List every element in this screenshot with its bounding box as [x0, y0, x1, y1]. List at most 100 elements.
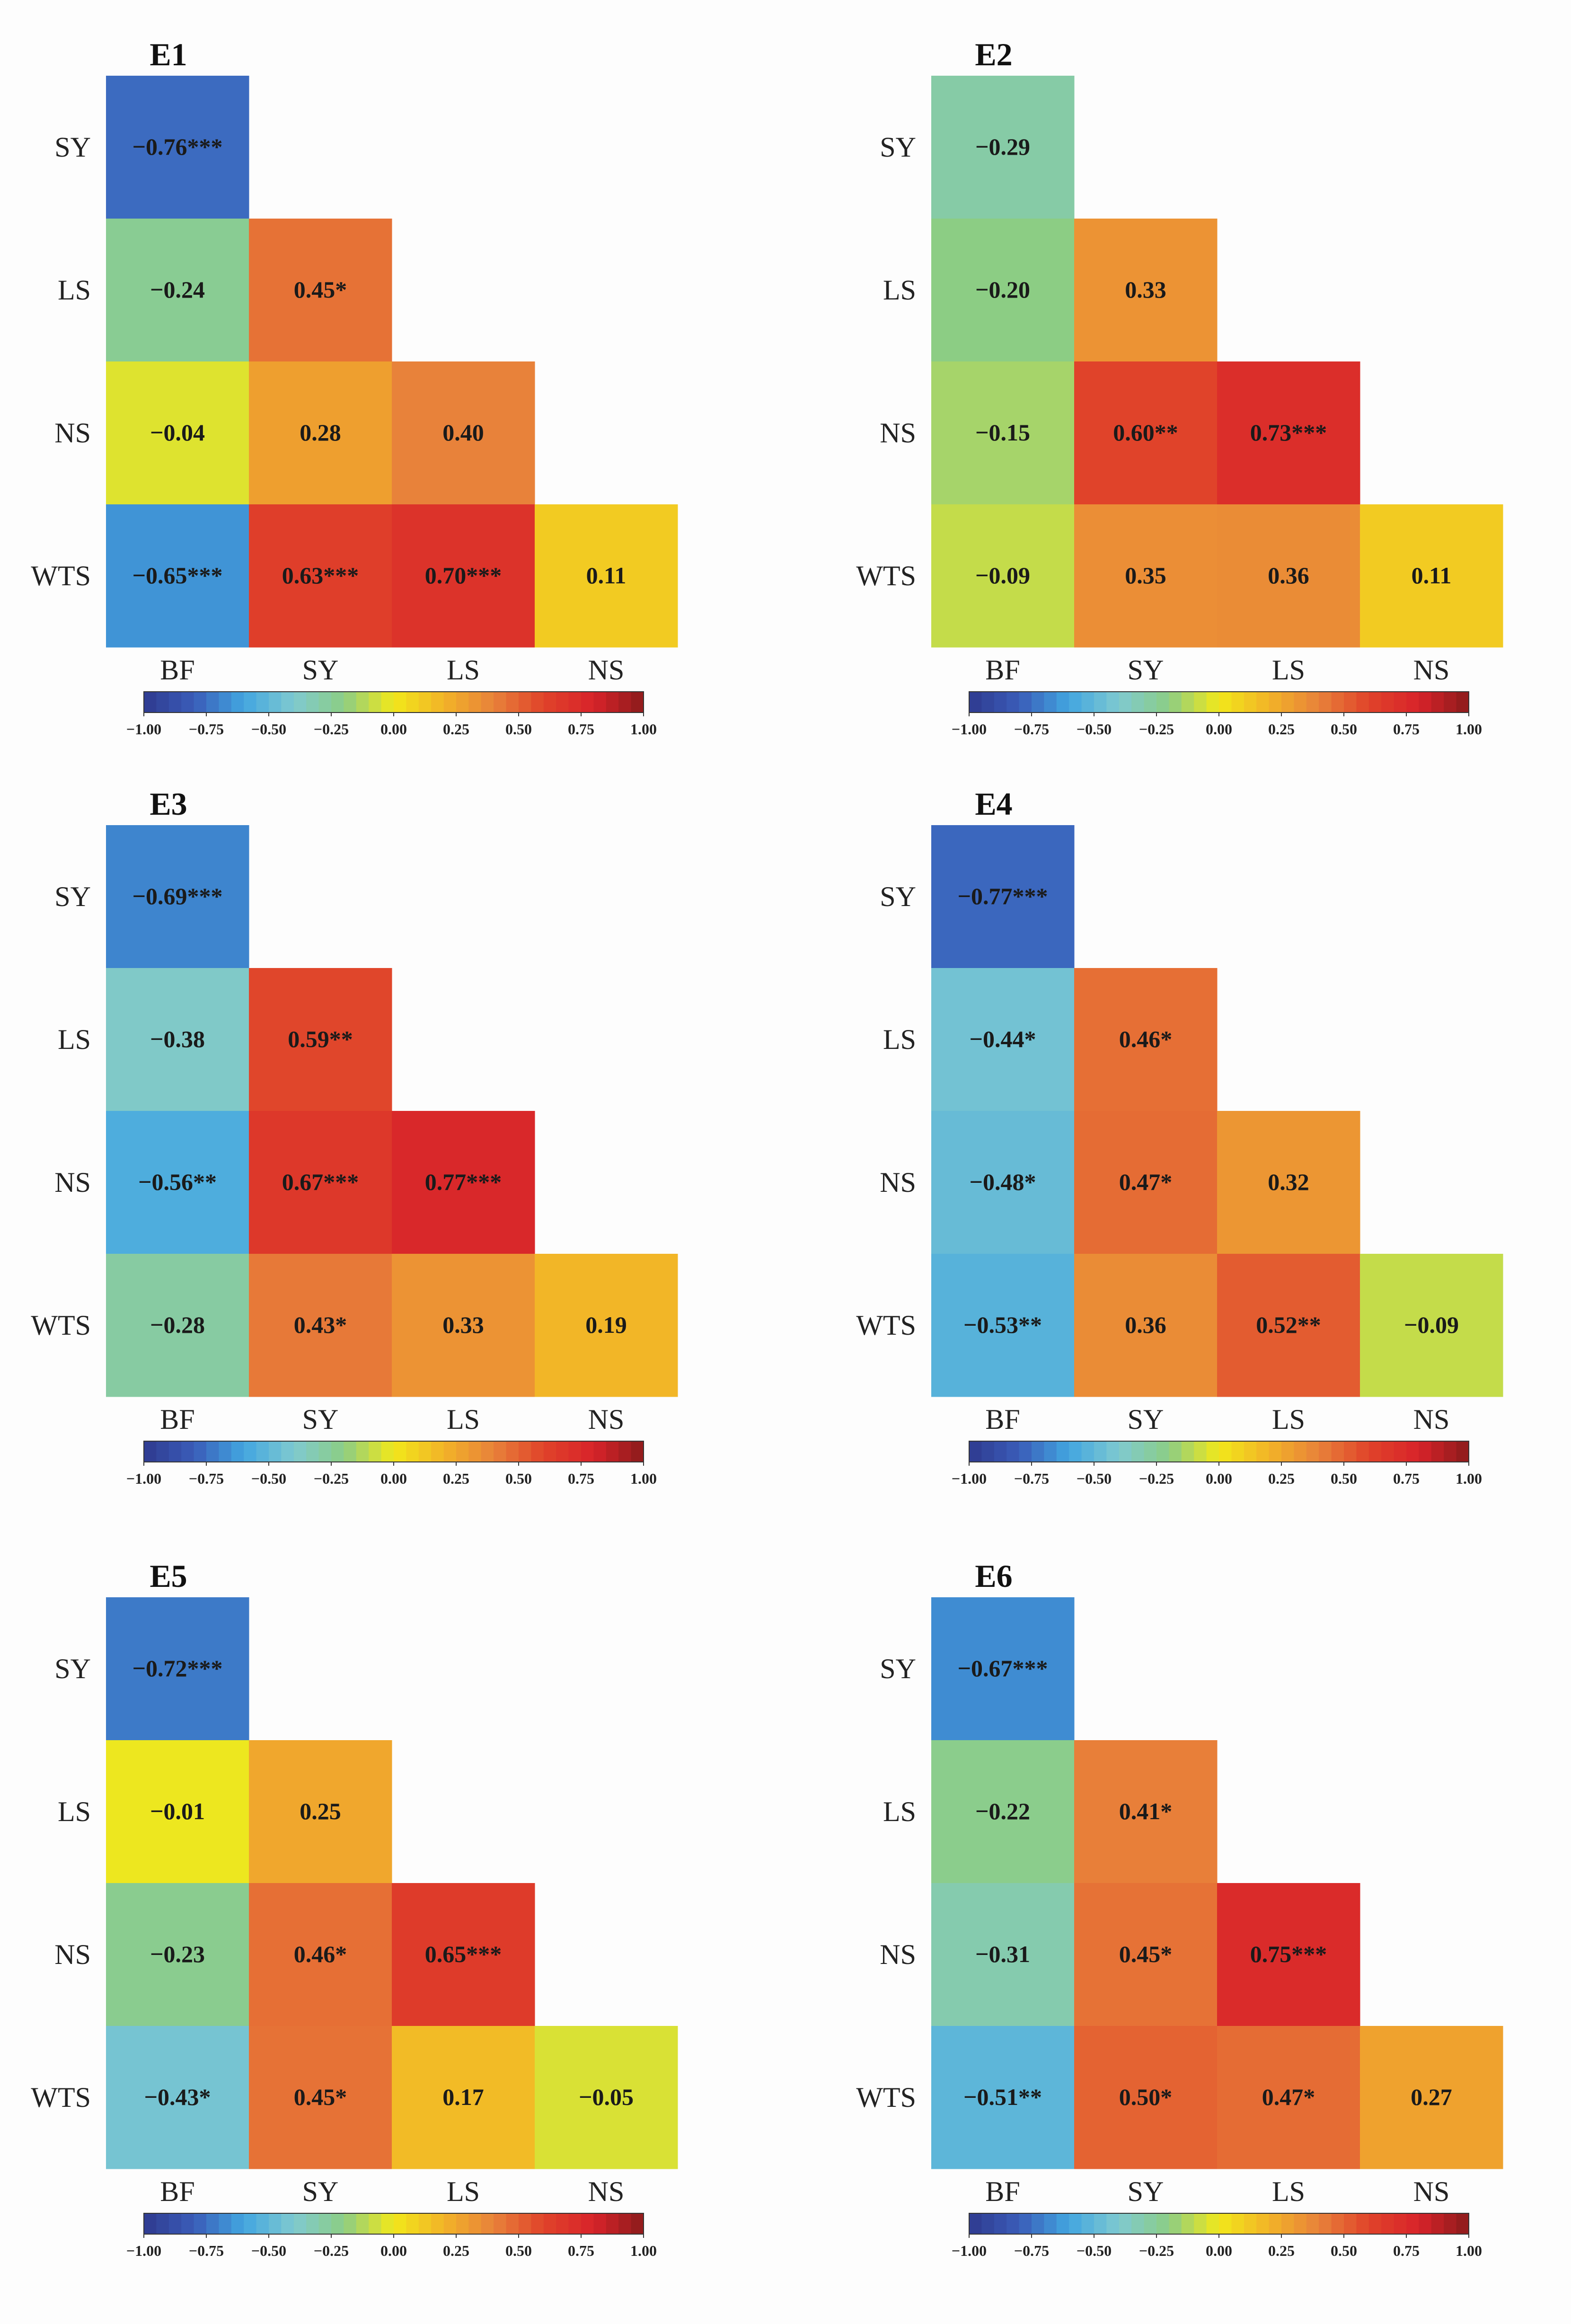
colorbar-tick-label: −1.00	[952, 1470, 987, 1487]
row-label: WTS	[856, 560, 916, 591]
colorbar-segment	[369, 692, 382, 713]
heatmap-cell	[931, 2026, 1075, 2169]
colorbar-segment	[194, 692, 207, 713]
cell-value-label: −0.09	[975, 562, 1030, 589]
colorbar-segment	[1231, 1441, 1244, 1462]
colorbar-segment	[1419, 2213, 1432, 2234]
colorbar-segment	[1056, 1441, 1069, 1462]
colorbar-segment	[519, 2213, 531, 2234]
heatmap-cell	[249, 1254, 392, 1397]
colorbar-segment	[356, 1441, 369, 1462]
heatmap-cell	[392, 1254, 535, 1397]
colorbar: −1.00 −0.75 −0.50 −0.25 0.00 0.25 0.50 0.75 1.00	[126, 2213, 657, 2259]
heatmap-cell	[1074, 1740, 1218, 1884]
cell-value-label: 0.11	[586, 562, 627, 589]
colorbar-segment	[1431, 1441, 1444, 1462]
colorbar-segment	[1306, 692, 1319, 713]
colorbar-tick-label: −0.75	[189, 2242, 224, 2259]
colorbar-segment	[481, 692, 494, 713]
heatmap-cell	[392, 361, 535, 505]
colorbar-segment	[593, 1441, 607, 1462]
colorbar-segment	[1019, 692, 1032, 713]
colorbar-segment	[194, 2213, 207, 2234]
colorbar-segment	[1081, 692, 1094, 713]
colorbar-tick-label: −0.25	[1139, 1470, 1174, 1487]
colorbar-segment	[1294, 1441, 1307, 1462]
colorbar-segment	[1231, 2213, 1244, 2234]
row-label: SY	[54, 881, 91, 912]
colorbar-segment	[556, 2213, 569, 2234]
row-label: LS	[883, 1024, 916, 1055]
colorbar-segment	[206, 692, 219, 713]
colorbar-segment	[381, 692, 394, 713]
colorbar-segment	[181, 692, 194, 713]
colorbar-tick-label: 1.00	[630, 1470, 657, 1487]
cell-value-label: −0.56**	[138, 1169, 217, 1195]
colorbar-segment	[156, 2213, 169, 2234]
colorbar-segment	[981, 1441, 995, 1462]
colorbar-tick-label: 1.00	[630, 721, 657, 738]
column-label: LS	[447, 1404, 480, 1435]
row-label: LS	[58, 1024, 91, 1055]
colorbar-segment	[1269, 692, 1282, 713]
colorbar-segment	[394, 692, 406, 713]
cell-value-label: 0.41*	[1119, 1798, 1173, 1824]
colorbar-segment	[456, 2213, 469, 2234]
colorbar-segment	[1094, 1441, 1107, 1462]
heatmap-cell	[249, 1883, 392, 2026]
colorbar-segment	[1069, 692, 1082, 713]
colorbar-segment	[1269, 2213, 1282, 2234]
colorbar: −1.00 −0.75 −0.50 −0.25 0.00 0.25 0.50 0.75 1.00	[126, 691, 657, 738]
colorbar-segment	[1319, 1441, 1332, 1462]
colorbar-segment	[1019, 2213, 1032, 2234]
heatmap-cell	[392, 504, 535, 648]
row-label: WTS	[31, 1310, 91, 1341]
row-label: SY	[54, 132, 91, 163]
column-label: SY	[302, 1404, 339, 1435]
column-label: BF	[985, 2176, 1020, 2207]
colorbar-tick-label: 0.00	[380, 2242, 407, 2259]
row-label: WTS	[856, 1310, 916, 1341]
colorbar-segment	[618, 1441, 632, 1462]
column-label: SY	[1128, 654, 1164, 686]
cell-value-label: 0.77***	[425, 1169, 502, 1195]
colorbar-segment	[531, 2213, 544, 2234]
panel-title: E4	[975, 786, 1012, 822]
colorbar-segment	[1206, 1441, 1219, 1462]
colorbar-segment	[969, 1441, 982, 1462]
colorbar-tick-label: 0.75	[568, 721, 594, 738]
cell-value-label: 0.45*	[294, 276, 347, 303]
column-label: SY	[1128, 2176, 1164, 2207]
heatmap-cell	[1217, 1883, 1360, 2026]
colorbar-tick-label: 0.25	[1268, 1470, 1295, 1487]
cell-value-label: −0.09	[1404, 1312, 1459, 1338]
colorbar-segment	[468, 1441, 482, 1462]
colorbar-segment	[1144, 1441, 1157, 1462]
colorbar-segment	[168, 1441, 182, 1462]
row-label: NS	[880, 1167, 916, 1198]
colorbar-segment	[1032, 1441, 1044, 1462]
colorbar-segment	[1419, 692, 1432, 713]
row-label: WTS	[856, 2082, 916, 2113]
colorbar-segment	[1394, 2213, 1407, 2234]
colorbar-segment	[369, 2213, 382, 2234]
colorbar-tick-label: 0.75	[568, 1470, 594, 1487]
colorbar-tick-label: 0.25	[443, 721, 469, 738]
cell-value-label: 0.75***	[1250, 1941, 1327, 1967]
column-label: LS	[1272, 654, 1305, 686]
cell-value-label: −0.05	[579, 2084, 634, 2110]
cell-value-label: 0.11	[1412, 562, 1452, 589]
colorbar-segment	[144, 1441, 157, 1462]
colorbar-segment	[331, 2213, 344, 2234]
colorbar-segment	[1368, 2213, 1382, 2234]
colorbar-segment	[1106, 692, 1120, 713]
colorbar-segment	[344, 1441, 357, 1462]
colorbar-segment	[1056, 2213, 1069, 2234]
colorbar-segment	[1381, 692, 1394, 713]
colorbar-segment	[1206, 2213, 1219, 2234]
heatmap-cell	[106, 1883, 249, 2026]
cell-value-label: −0.31	[975, 1941, 1030, 1967]
cell-value-label: 0.36	[1268, 562, 1309, 589]
column-label: BF	[160, 1404, 194, 1435]
